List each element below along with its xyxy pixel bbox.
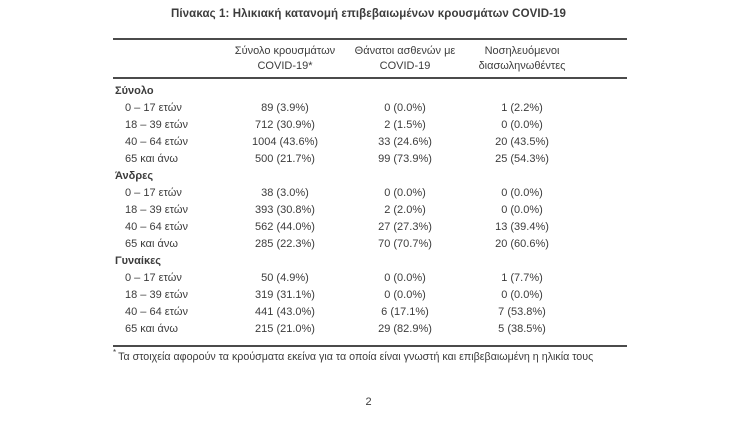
deaths-cell: 33 (24.6%)	[378, 136, 432, 148]
row-label: 40 – 64 ετών	[125, 221, 188, 233]
intubated-cell: 0 (0.0%)	[501, 204, 543, 216]
intubated-cell: 1 (7.7%)	[501, 272, 543, 284]
column-header-intubated-line1: Νοσηλευόμενοι	[484, 45, 560, 57]
cases-cell: 285 (22.3%)	[255, 238, 315, 250]
column-header-deaths: Θάνατοι ασθενών με COVID-19	[345, 44, 465, 74]
table-row: 0 – 17 ετών 38 (3.0%) 0 (0.0%) 0 (0.0%)	[113, 185, 627, 202]
footnote-marker: *	[113, 348, 117, 358]
row-label: 65 και άνω	[125, 153, 178, 165]
section-label: Σύνολο	[115, 85, 154, 97]
cases-cell: 38 (3.0%)	[261, 187, 309, 199]
deaths-cell: 2 (1.5%)	[384, 119, 426, 131]
table-row: 65 και άνω 500 (21.7%) 99 (73.9%) 25 (54…	[113, 151, 627, 168]
deaths-cell: 27 (27.3%)	[378, 221, 432, 233]
section-header: Γυναίκες	[113, 253, 627, 270]
intubated-cell: 0 (0.0%)	[501, 289, 543, 301]
column-header-intubated: Νοσηλευόμενοι διασωληνωθέντες	[465, 44, 579, 74]
row-label: 0 – 17 ετών	[125, 102, 182, 114]
deaths-cell: 0 (0.0%)	[384, 289, 426, 301]
row-label: 18 – 39 ετών	[125, 119, 188, 131]
footnote-text: Τα στοιχεία αφορούν τα κρούσματα εκείνα …	[118, 351, 594, 363]
table-row: 40 – 64 ετών 562 (44.0%) 27 (27.3%) 13 (…	[113, 219, 627, 236]
column-header-cases: Σύνολο κρουσμάτων COVID-19*	[225, 44, 345, 74]
cases-cell: 1004 (43.6%)	[251, 136, 319, 148]
page-number: 2	[365, 396, 372, 408]
row-label: 40 – 64 ετών	[125, 136, 188, 148]
table-bottom-rule	[113, 345, 627, 347]
column-header-cases-line1: Σύνολο κρουσμάτων	[234, 45, 336, 57]
column-header-intubated-line2: διασωληνωθέντες	[478, 60, 566, 72]
column-header-cases-line2: COVID-19*	[257, 60, 313, 72]
column-header-empty	[113, 44, 225, 74]
column-header-deaths-line1: Θάνατοι ασθενών με	[354, 45, 456, 57]
table-row: 0 – 17 ετών 50 (4.9%) 0 (0.0%) 1 (7.7%)	[113, 270, 627, 287]
section-header: Σύνολο	[113, 83, 627, 100]
cases-cell: 89 (3.9%)	[261, 102, 309, 114]
cases-cell: 562 (44.0%)	[255, 221, 315, 233]
intubated-cell: 20 (60.6%)	[495, 238, 549, 250]
deaths-cell: 6 (17.1%)	[381, 306, 429, 318]
intubated-cell: 13 (39.4%)	[495, 221, 549, 233]
row-label: 18 – 39 ετών	[125, 289, 188, 301]
table-top-rule	[113, 38, 627, 40]
table-body: Σύνολο 0 – 17 ετών 89 (3.9%) 0 (0.0%) 1 …	[113, 79, 627, 345]
deaths-cell: 0 (0.0%)	[384, 102, 426, 114]
cases-cell: 500 (21.7%)	[255, 153, 315, 165]
row-label: 0 – 17 ετών	[125, 272, 182, 284]
table-row: 65 και άνω 215 (21.0%) 29 (82.9%) 5 (38.…	[113, 321, 627, 338]
deaths-cell: 2 (2.0%)	[384, 204, 426, 216]
cases-cell: 319 (31.1%)	[255, 289, 315, 301]
row-label: 65 και άνω	[125, 323, 178, 335]
row-label: 40 – 64 ετών	[125, 306, 188, 318]
table-row: 40 – 64 ετών 1004 (43.6%) 33 (24.6%) 20 …	[113, 134, 627, 151]
table-row: 18 – 39 ετών 712 (30.9%) 2 (1.5%) 0 (0.0…	[113, 117, 627, 134]
section-header: Άνδρες	[113, 168, 627, 185]
table-row: 18 – 39 ετών 393 (30.8%) 2 (2.0%) 0 (0.0…	[113, 202, 627, 219]
cases-cell: 393 (30.8%)	[255, 204, 315, 216]
data-table: Σύνολο κρουσμάτων COVID-19* Θάνατοι ασθε…	[113, 38, 627, 363]
deaths-cell: 29 (82.9%)	[378, 323, 432, 335]
table-row: 18 – 39 ετών 319 (31.1%) 0 (0.0%) 0 (0.0…	[113, 287, 627, 304]
row-label: 0 – 17 ετών	[125, 187, 182, 199]
cases-cell: 441 (43.0%)	[255, 306, 315, 318]
section-label: Γυναίκες	[115, 255, 162, 267]
row-label: 65 και άνω	[125, 238, 178, 250]
table-row: 0 – 17 ετών 89 (3.9%) 0 (0.0%) 1 (2.2%)	[113, 100, 627, 117]
intubated-cell: 0 (0.0%)	[501, 119, 543, 131]
table-header-rule	[113, 77, 627, 79]
deaths-cell: 0 (0.0%)	[384, 272, 426, 284]
intubated-cell: 0 (0.0%)	[501, 187, 543, 199]
cases-cell: 50 (4.9%)	[261, 272, 309, 284]
deaths-cell: 0 (0.0%)	[384, 187, 426, 199]
table-row: 40 – 64 ετών 441 (43.0%) 6 (17.1%) 7 (53…	[113, 304, 627, 321]
intubated-cell: 7 (53.8%)	[498, 306, 546, 318]
intubated-cell: 5 (38.5%)	[498, 323, 546, 335]
intubated-cell: 20 (43.5%)	[495, 136, 549, 148]
footnote: * Τα στοιχεία αφορούν τα κρούσματα εκείνα…	[113, 348, 627, 363]
deaths-cell: 70 (70.7%)	[378, 238, 432, 250]
cases-cell: 215 (21.0%)	[255, 323, 315, 335]
page-title: Πίνακας 1: Ηλικιακή κατανομή επιβεβαιωμέ…	[170, 8, 567, 20]
cases-cell: 712 (30.9%)	[255, 119, 315, 131]
row-label: 18 – 39 ετών	[125, 204, 188, 216]
column-header-deaths-line2: COVID-19	[379, 60, 431, 72]
table-row: 65 και άνω 285 (22.3%) 70 (70.7%) 20 (60…	[113, 236, 627, 253]
table-header-row: Σύνολο κρουσμάτων COVID-19* Θάνατοι ασθε…	[113, 40, 627, 77]
intubated-cell: 1 (2.2%)	[501, 102, 543, 114]
intubated-cell: 25 (54.3%)	[495, 153, 549, 165]
section-label: Άνδρες	[115, 170, 154, 182]
deaths-cell: 99 (73.9%)	[378, 153, 432, 165]
